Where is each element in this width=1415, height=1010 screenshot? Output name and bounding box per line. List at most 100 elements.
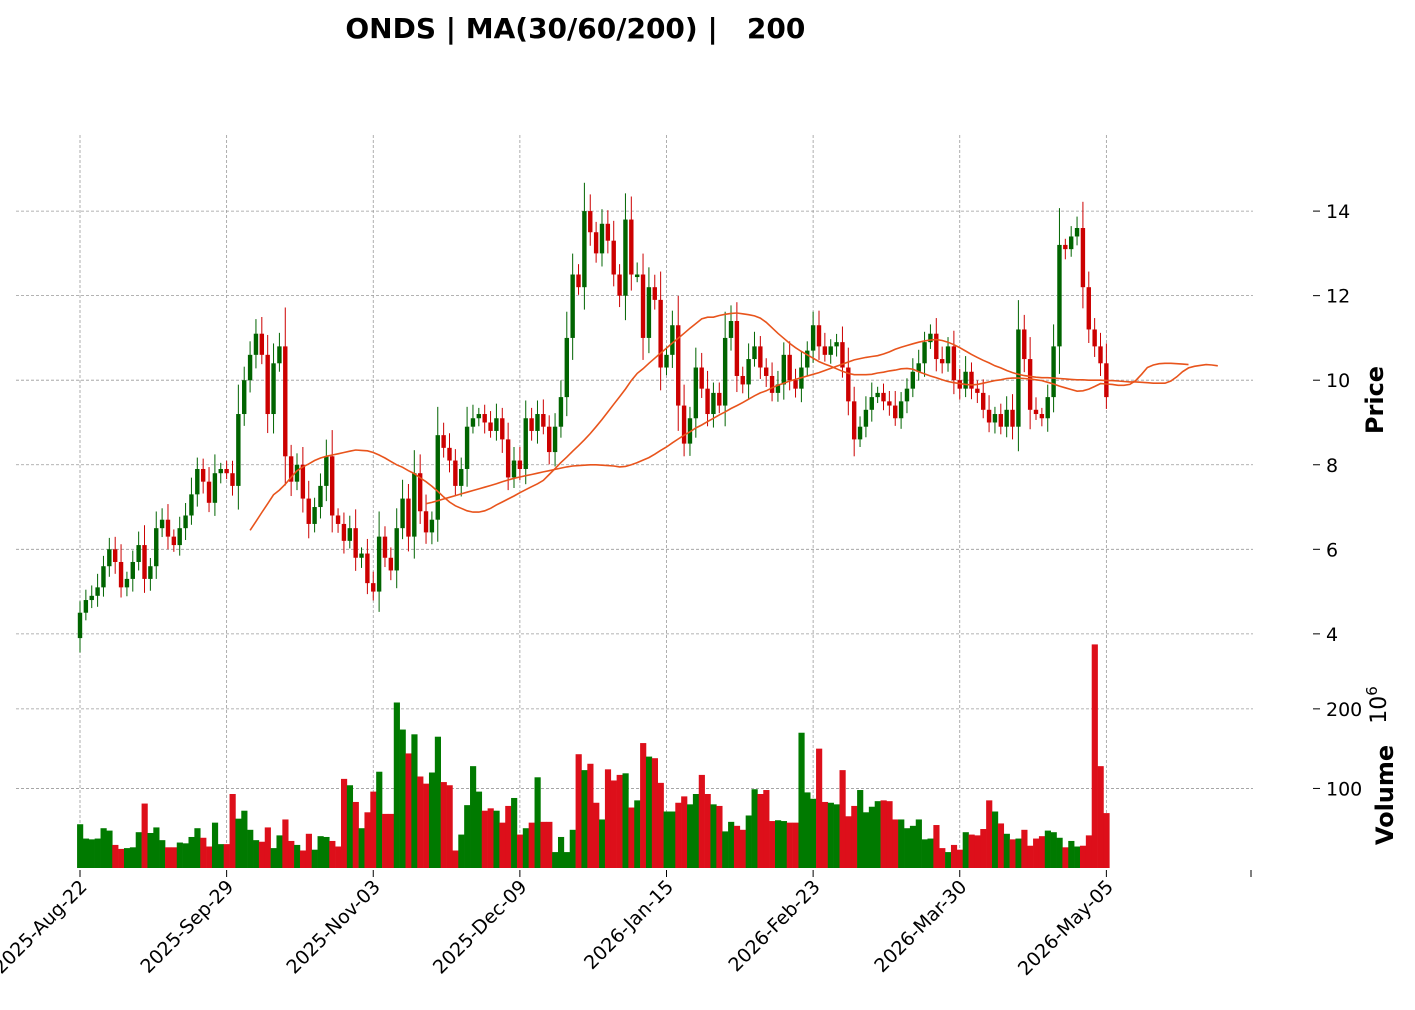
volume-bar [241, 810, 248, 868]
volume-bar [1050, 832, 1057, 868]
candle-body [277, 346, 282, 364]
candle-body [318, 485, 323, 508]
candle [1092, 318, 1097, 357]
volume-bar [704, 793, 711, 868]
candle-body [769, 375, 775, 393]
volume-bars [77, 644, 1110, 868]
candle-body [893, 405, 898, 419]
volume-bar [188, 836, 195, 868]
candle [101, 555, 106, 597]
candle [470, 404, 476, 434]
candle [1057, 208, 1062, 374]
volume-bar [980, 829, 987, 868]
candle-body [470, 418, 476, 427]
candle [605, 210, 611, 254]
candle [154, 511, 159, 579]
candle [740, 366, 745, 394]
candle-body [582, 211, 587, 288]
candle [500, 407, 505, 453]
candle [822, 332, 828, 362]
candle [986, 395, 992, 433]
volume-bar [417, 776, 424, 868]
volume-bar [481, 810, 488, 868]
candle-body [1057, 244, 1062, 347]
volume-bar [921, 839, 928, 868]
candle [482, 404, 487, 434]
volume-bar [757, 793, 764, 868]
candle-body [676, 325, 681, 406]
candle-body [505, 439, 511, 478]
volume-bar [804, 792, 811, 868]
candle-body [646, 287, 652, 338]
volume-bar [399, 729, 406, 868]
candle [183, 503, 188, 541]
volume-bar [1015, 838, 1022, 868]
volume-bar [223, 844, 230, 868]
volume-bar [1091, 644, 1098, 868]
candle [459, 457, 464, 497]
volume-bar [886, 801, 893, 868]
volume-bar [282, 819, 289, 868]
candle-body [488, 422, 493, 431]
candle [371, 571, 376, 601]
candle-body [459, 468, 464, 486]
candle [898, 392, 904, 429]
volume-bar [112, 844, 119, 868]
candle [851, 386, 857, 457]
candle [752, 331, 757, 367]
candle-body [969, 371, 974, 389]
volume-bar [710, 804, 717, 868]
candle-body [177, 528, 182, 546]
volume-bar [1103, 813, 1110, 868]
volume-bar [945, 852, 952, 868]
candle-body [382, 536, 388, 558]
candle [722, 311, 728, 427]
volume-bar [651, 758, 659, 868]
x-tick-label: 2026-May-05 [1014, 876, 1118, 980]
candle [353, 509, 358, 571]
candle-body [992, 414, 998, 423]
candle [212, 454, 218, 516]
candle-body [136, 545, 141, 562]
volume-bar [346, 785, 354, 868]
candle [265, 334, 270, 434]
candle [253, 319, 259, 369]
candle-body [77, 612, 83, 639]
candle [834, 333, 839, 357]
volume-bar [1062, 847, 1069, 868]
ma-line-60 [425, 338, 1218, 505]
candle [910, 358, 916, 398]
candle-body [934, 333, 939, 360]
candle-body [189, 494, 194, 516]
volume-bar [722, 831, 729, 868]
candle [652, 274, 657, 310]
candle [89, 585, 94, 609]
grid [16, 135, 1253, 868]
candle [611, 220, 616, 287]
volume-bar [217, 844, 224, 868]
volume-bar [534, 777, 541, 868]
candle [1039, 407, 1045, 427]
candle-body [453, 460, 458, 486]
candle-body [998, 414, 1004, 427]
candle [517, 447, 523, 480]
candle-body [787, 354, 792, 381]
candle [494, 403, 499, 441]
candle [939, 346, 945, 374]
volume-bar [159, 840, 166, 868]
candle [916, 349, 921, 381]
volume-bar [528, 822, 535, 868]
volume-bar [939, 848, 946, 868]
volume-bar [546, 821, 553, 868]
candle [189, 477, 194, 525]
candle-body [746, 359, 751, 385]
candle [875, 386, 880, 404]
volume-bar [739, 829, 746, 868]
volume-bar [645, 756, 653, 868]
volume-bar [751, 789, 758, 868]
candle-body [83, 600, 89, 613]
volume-bar [892, 819, 899, 868]
candle [306, 480, 311, 539]
volume-bar [458, 834, 465, 868]
volume-bar [94, 838, 101, 868]
